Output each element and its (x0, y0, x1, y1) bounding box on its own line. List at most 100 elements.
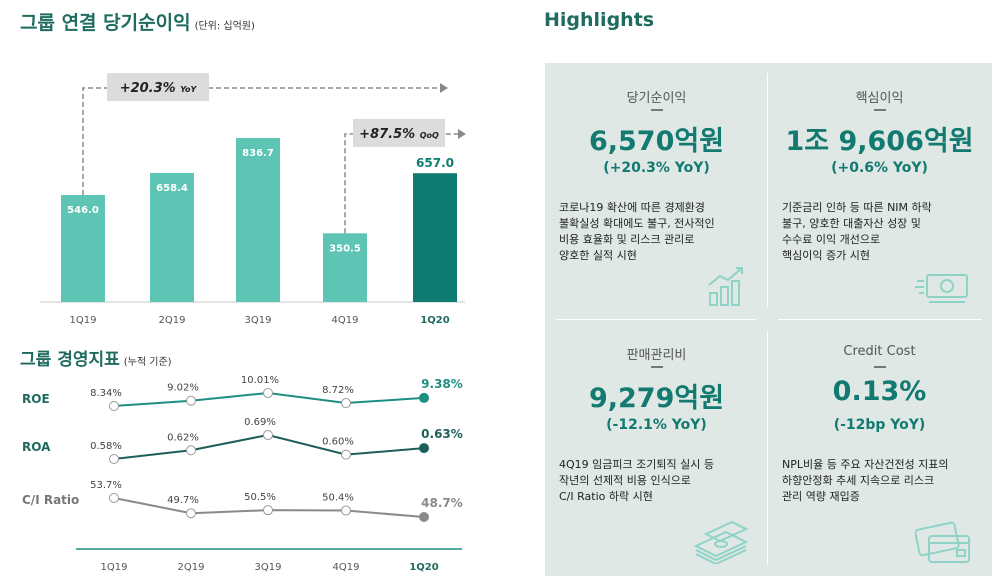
growth-chart-icon (708, 267, 743, 306)
highlight-card-title: Credit Cost (843, 344, 916, 359)
highlight-card-dash (873, 109, 886, 111)
highlights-divider-horizontal-right (778, 319, 982, 320)
series-point (341, 449, 351, 460)
series-point (186, 445, 196, 456)
money-stack-icon (693, 520, 749, 564)
qoq-annotation-text: +87.5% QoQ (359, 127, 439, 142)
mgmt-index-unit: (누적 기준) (123, 357, 172, 368)
bar-category-label: 2Q19 (159, 315, 186, 326)
series-point (419, 392, 429, 403)
bar-category-label: 1Q20 (420, 315, 449, 326)
series-point (186, 395, 196, 406)
yoy-annotation-text: +20.3% YoY (120, 81, 198, 96)
series-point (186, 508, 196, 519)
mgmt-index-title: 그룹 경영지표 (누적 기준) (20, 345, 172, 370)
bar-4q19 (323, 233, 367, 302)
highlight-card-net-income: 당기순이익 6,570억원 (+20.3% YoY) 코로나19 확산에 따른 … (545, 63, 768, 319)
qoq-connector (344, 133, 458, 234)
highlight-card-value: 6,570억원 (588, 126, 725, 157)
net-income-title-text: 그룹 연결 당기순이익 (20, 12, 191, 34)
qoq-arrowhead (458, 129, 466, 139)
highlights-divider-horizontal-left (556, 319, 756, 320)
series-label-roe: ROE (22, 392, 50, 406)
series-point (419, 443, 429, 454)
highlight-card-description: 4Q19 임금피크 조기퇴직 실시 등 작년의 선제적 비용 인식으로 C/I … (559, 458, 714, 503)
net-income-bar-chart: 546.0 1Q19 658.4 2Q19 836.7 3Q19 350.5 4Q19 657.… (40, 73, 466, 326)
line-category-label: 3Q19 (255, 562, 282, 573)
series-point-label: 9.38% (421, 377, 463, 391)
highlight-card-title: 판매관리비 (626, 348, 687, 363)
line-category-label: 1Q19 (101, 562, 128, 573)
highlights-divider-vertical-top (767, 73, 768, 307)
bar-value-label: 546.0 (67, 205, 99, 216)
series-point-label: 0.62% (167, 432, 199, 443)
net-income-unit: (단위: 십억원) (194, 21, 255, 32)
series-point-label: 53.7% (90, 480, 122, 491)
bar-1q19 (61, 194, 105, 302)
series-point-label: 8.72% (322, 385, 354, 396)
mgmt-index-title-text: 그룹 경영지표 (20, 350, 120, 370)
series-label-ciratio: C/I Ratio (22, 493, 79, 507)
series-point-label: 8.34% (90, 388, 122, 399)
highlights-divider-vertical-bottom (767, 331, 768, 565)
series-point (341, 505, 351, 516)
series-point (109, 454, 119, 464)
highlight-card-change: (+0.6% YoY) (831, 160, 928, 176)
series-point-label: 9.02% (167, 383, 199, 394)
bar-3q19 (236, 138, 280, 302)
series-point-label: 10.01% (241, 375, 279, 386)
highlight-card-value: 9,279억원 (588, 383, 725, 414)
highlight-card-change: (-12.1% YoY) (606, 417, 707, 433)
highlight-card-title: 핵심이익 (855, 91, 904, 106)
yoy-annotation-box (107, 73, 209, 101)
bar-value-label: 350.5 (329, 243, 361, 254)
series-point-label: 49.7% (167, 495, 199, 506)
yoy-arrowhead (440, 83, 448, 93)
qoq-annotation-box (353, 119, 445, 147)
highlight-card-change: (+20.3% YoY) (603, 160, 710, 176)
bar-category-label: 1Q19 (70, 315, 97, 326)
series-point-label: 0.69% (244, 417, 276, 428)
highlight-card-change: (-12bp YoY) (833, 417, 926, 433)
series-point (419, 512, 429, 522)
bar-2q19 (150, 172, 194, 302)
highlight-card-value: 0.13% (832, 376, 927, 407)
series-label-roa: ROA (22, 440, 51, 454)
credit-card-icon (915, 521, 970, 563)
bar-category-label: 4Q19 (332, 315, 359, 326)
highlight-card-value: 1조 9,606억원 (785, 126, 974, 157)
series-point (109, 493, 119, 503)
banknote-icon (915, 274, 968, 303)
highlights-title: Highlights (544, 9, 655, 31)
bar-value-label: 836.7 (242, 148, 274, 159)
series-point-label: 0.58% (90, 441, 122, 452)
line-category-label: 1Q20 (409, 562, 438, 573)
line-category-label: 4Q19 (333, 562, 360, 573)
highlight-card-description: NPL비율 등 주요 자산건전성 지표의 하향안정화 추세 지속으로 리스크 관… (782, 458, 949, 503)
series-point-label: 50.5% (244, 492, 276, 503)
bar-1q20 (413, 173, 457, 302)
highlight-card-core-income: 핵심이익 1조 9,606억원 (+0.6% YoY) 기준금리 인하 등 따른… (768, 63, 991, 319)
bar-value-label: 658.4 (156, 183, 188, 194)
yoy-connector (82, 87, 440, 195)
series-point-label: 50.4% (322, 493, 354, 504)
mgmt-index-line-chart: ROE 8.34% 9.02% 10.01% 8.72% 9.38% ROA 0.58% 0.6… (22, 375, 463, 573)
series-point (341, 398, 351, 409)
highlight-card-description: 기준금리 인하 등 따른 NIM 하락 불구, 양호한 대출자산 성장 및 수수… (782, 201, 932, 262)
series-point (263, 505, 273, 516)
highlight-card-description: 코로나19 확산에 따른 경제환경 불확실성 확대에도 불구, 전사적인 비용 … (559, 201, 715, 262)
series-point (109, 401, 119, 411)
series-point-label: 0.63% (421, 427, 463, 441)
series-point-label: 48.7% (421, 496, 463, 510)
series-point (263, 430, 273, 440)
series-point-label: 0.60% (322, 437, 354, 448)
line-category-label: 2Q19 (178, 562, 205, 573)
highlight-card-title: 당기순이익 (626, 91, 687, 106)
highlight-card-sga: 판매관리비 9,279억원 (-12.1% YoY) 4Q19 임금피크 조기퇴… (545, 320, 768, 576)
net-income-title: 그룹 연결 당기순이익 (단위: 십억원) (20, 8, 255, 35)
bar-category-label: 3Q19 (245, 315, 272, 326)
highlight-card-credit-cost: Credit Cost 0.13% (-12bp YoY) NPL비율 등 주요… (768, 320, 991, 576)
bar-value-label: 657.0 (416, 156, 454, 170)
highlight-card-dash (873, 366, 886, 368)
series-point (263, 388, 273, 398)
